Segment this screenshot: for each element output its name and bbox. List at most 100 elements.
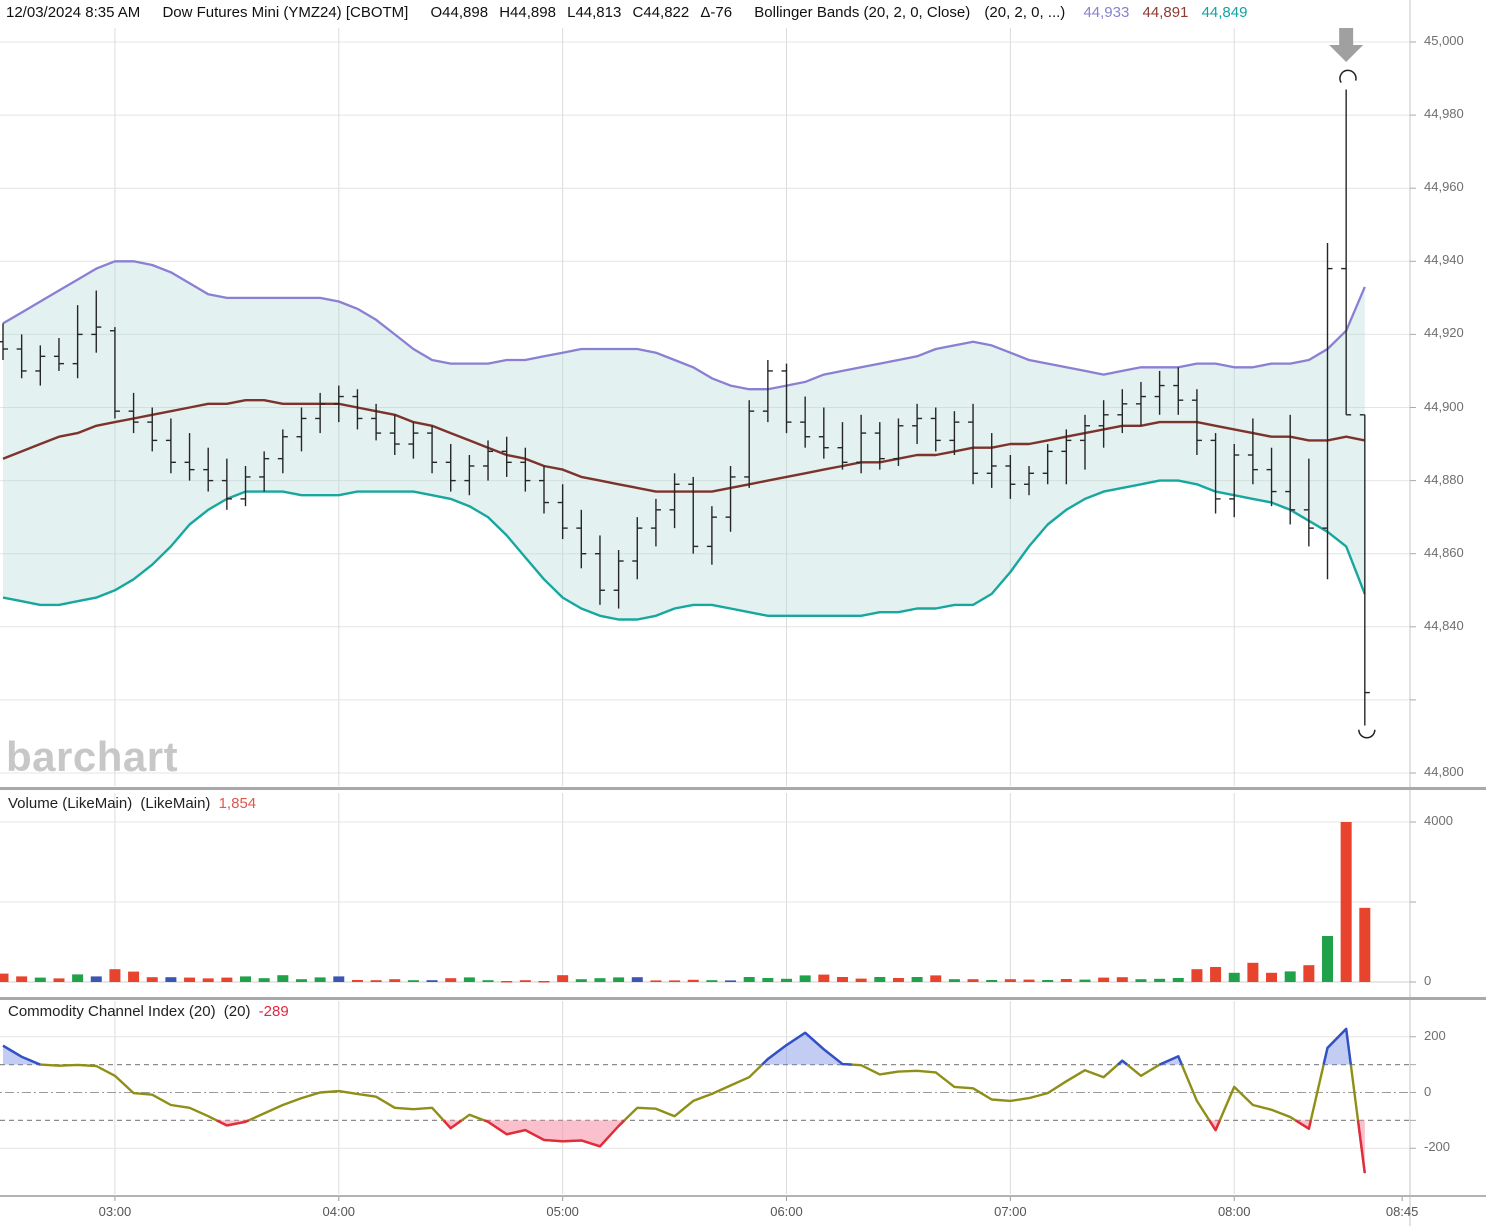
volume-bar [557,975,569,982]
cci-line [2,1027,1366,1174]
volume-bar [986,980,998,982]
volume-bar [445,978,457,982]
volume-title-params: (LikeMain) [140,795,211,812]
header-middle-band-value: 44,891 [1142,4,1189,21]
spike-arrow-icon [1329,45,1364,62]
volume-bar [34,977,46,982]
spike-arrow-icon [1339,28,1354,45]
volume-bar [575,979,587,982]
volume-bar [1210,967,1222,982]
time-tick-label: 08:45 [1385,1204,1419,1219]
cci-overbought-segment-fill [1323,1028,1351,1065]
volume-bar [725,980,737,982]
volume-last-value: 1,854 [218,795,257,812]
volume-bar [407,980,419,982]
volume-bar [16,976,28,982]
volume-bar [911,977,923,982]
volume-bar [799,975,811,982]
cci-tick-label: 0 [1424,1083,1432,1099]
price-tick-label: 44,920 [1424,325,1464,341]
volume-bar [202,978,214,982]
header-lower-band-value: 44,849 [1201,4,1248,21]
volume-bar [221,977,233,982]
volume-bar [72,974,84,982]
volume-bar [1303,965,1315,982]
volume-bar [874,977,886,982]
volume-bar [0,973,9,982]
volume-tick-label: 4000 [1424,813,1453,828]
volume-bar [538,981,550,983]
annotation-arc-top [1339,69,1357,83]
header-change: Δ-76 [700,4,733,21]
volume-bar [1191,969,1203,982]
price-tick-label: 44,960 [1424,179,1464,195]
volume-bar [146,977,158,982]
volume-bar [1004,979,1016,982]
volume-bar [165,977,177,982]
volume-bar [930,975,942,982]
bollinger-band-fill [3,261,1365,620]
time-tick-label: 08:00 [1217,1204,1251,1219]
panel-separator[interactable] [0,997,1486,1000]
price-tick-label: 44,980 [1424,106,1464,122]
volume-bar [669,980,681,982]
volume-bar [184,977,196,982]
volume-bar [426,980,438,982]
cci-overbought-segment [1322,1027,1352,1065]
volume-bar [314,977,326,982]
header-datetime: 12/03/2024 8:35 AM [6,4,141,21]
volume-bar [1247,962,1259,982]
header-open: O44,898 [430,4,489,21]
volume-bar [519,980,531,982]
header-study-params: (20, 2, 0, ...) [984,4,1066,21]
volume-bar [333,976,345,982]
volume-bar [128,971,140,982]
volume-bar [463,977,475,982]
barchart-watermark: barchart [6,733,179,780]
volume-bar [258,978,270,982]
header-study-name: Bollinger Bands (20, 2, 0, Close) [754,4,971,21]
volume-bar [109,969,121,982]
panel-separator[interactable] [0,787,1486,790]
price-tick-label: 44,880 [1424,471,1464,487]
volume-bar [1154,978,1166,982]
volume-bar [351,980,363,982]
volume-bar [836,977,848,982]
cci-overbought-segment-fill [762,1032,852,1065]
volume-title-text: Volume (LikeMain) [8,795,133,812]
price-axis-column[interactable]: 45,000 44,980 44,960 44,940 44,920 44,900 44,8… [1410,0,1486,1226]
cci-overbought-segment [761,1031,852,1066]
price-tick-label: 44,840 [1424,617,1464,633]
cci-oversold-segment [442,1119,463,1130]
volume-bar [818,974,830,982]
volume-bar [594,978,606,982]
volume-bar [1322,936,1334,982]
volume-bar [650,980,662,982]
cci-overbought-segment [2,1044,41,1066]
volume-bar [706,980,718,982]
volume-bar [762,978,774,982]
volume-bar [389,979,401,982]
time-axis[interactable]: 03:00 04:00 05:00 06:00 07:00 08:00 08:45 [0,1198,1486,1226]
volume-bar [501,981,513,983]
price-tick-label: 44,940 [1424,252,1464,268]
time-tick-label: 05:00 [546,1204,579,1219]
time-tick-label: 06:00 [770,1204,803,1219]
bollinger-lower-band [2,479,1366,621]
cci-last-value: -289 [258,1003,289,1020]
volume-bar [687,979,699,982]
header-close: C44,822 [632,4,690,21]
volume-bar [1340,822,1352,982]
time-tick-label: 04:00 [322,1204,356,1219]
volume-bar [1228,972,1240,982]
bollinger-middle-band [2,399,1366,493]
volume-tick-label: 0 [1424,973,1432,988]
volume-bar [370,980,382,982]
header-upper-band-value: 44,933 [1083,4,1130,21]
volume-bar [855,978,867,982]
volume-bar [1284,971,1296,982]
time-tick-label: 03:00 [98,1204,132,1219]
bollinger-upper-band [2,260,1366,391]
volume-bar [1172,978,1184,982]
